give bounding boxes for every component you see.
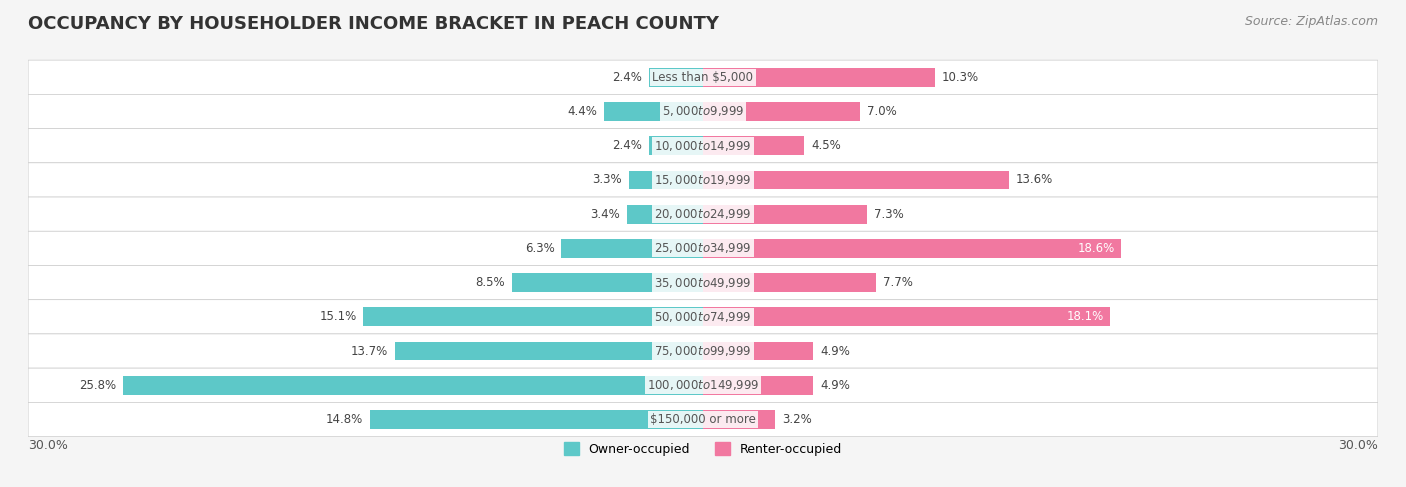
Text: 13.7%: 13.7% — [352, 344, 388, 357]
Bar — [370, 410, 703, 429]
Text: 18.1%: 18.1% — [1066, 310, 1104, 323]
Text: 25.8%: 25.8% — [79, 379, 115, 392]
FancyBboxPatch shape — [28, 368, 1378, 402]
Text: $15,000 to $19,999: $15,000 to $19,999 — [654, 173, 752, 187]
Bar — [628, 170, 703, 189]
Text: $150,000 or more: $150,000 or more — [650, 413, 756, 426]
Bar — [703, 273, 876, 292]
Bar — [703, 68, 935, 87]
Text: 8.5%: 8.5% — [475, 276, 505, 289]
Bar — [703, 307, 1111, 326]
Bar — [703, 376, 813, 394]
FancyBboxPatch shape — [28, 129, 1378, 163]
Text: $20,000 to $24,999: $20,000 to $24,999 — [654, 207, 752, 221]
Text: OCCUPANCY BY HOUSEHOLDER INCOME BRACKET IN PEACH COUNTY: OCCUPANCY BY HOUSEHOLDER INCOME BRACKET … — [28, 15, 718, 33]
Text: 2.4%: 2.4% — [613, 71, 643, 84]
Bar — [363, 307, 703, 326]
Bar — [703, 239, 1122, 258]
Text: 3.4%: 3.4% — [591, 207, 620, 221]
Text: $35,000 to $49,999: $35,000 to $49,999 — [654, 276, 752, 290]
Bar — [650, 68, 703, 87]
Bar — [703, 102, 860, 121]
Text: 2.4%: 2.4% — [613, 139, 643, 152]
FancyBboxPatch shape — [28, 231, 1378, 265]
Text: 18.6%: 18.6% — [1077, 242, 1115, 255]
Bar — [395, 341, 703, 360]
Text: 30.0%: 30.0% — [1339, 439, 1378, 452]
Bar — [703, 410, 775, 429]
Bar — [703, 341, 813, 360]
FancyBboxPatch shape — [28, 94, 1378, 129]
FancyBboxPatch shape — [28, 163, 1378, 197]
Text: Less than $5,000: Less than $5,000 — [652, 71, 754, 84]
FancyBboxPatch shape — [28, 60, 1378, 94]
Text: 4.5%: 4.5% — [811, 139, 841, 152]
Text: $100,000 to $149,999: $100,000 to $149,999 — [647, 378, 759, 392]
Bar — [703, 205, 868, 224]
Text: $75,000 to $99,999: $75,000 to $99,999 — [654, 344, 752, 358]
Text: 10.3%: 10.3% — [942, 71, 979, 84]
Text: 3.2%: 3.2% — [782, 413, 811, 426]
Text: 4.9%: 4.9% — [820, 379, 849, 392]
FancyBboxPatch shape — [28, 197, 1378, 231]
Bar — [561, 239, 703, 258]
Text: $50,000 to $74,999: $50,000 to $74,999 — [654, 310, 752, 324]
Text: 15.1%: 15.1% — [319, 310, 357, 323]
Text: 4.9%: 4.9% — [820, 344, 849, 357]
Text: 4.4%: 4.4% — [568, 105, 598, 118]
Bar — [650, 136, 703, 155]
Bar — [122, 376, 703, 394]
Text: Source: ZipAtlas.com: Source: ZipAtlas.com — [1244, 15, 1378, 28]
Text: $5,000 to $9,999: $5,000 to $9,999 — [662, 105, 744, 118]
FancyBboxPatch shape — [28, 300, 1378, 334]
Text: 7.3%: 7.3% — [875, 207, 904, 221]
Text: 3.3%: 3.3% — [592, 173, 621, 187]
FancyBboxPatch shape — [28, 402, 1378, 436]
Bar — [605, 102, 703, 121]
Bar — [627, 205, 703, 224]
Text: 13.6%: 13.6% — [1015, 173, 1053, 187]
Text: 14.8%: 14.8% — [326, 413, 363, 426]
Bar — [703, 170, 1010, 189]
Text: 6.3%: 6.3% — [524, 242, 554, 255]
Text: 30.0%: 30.0% — [28, 439, 67, 452]
Text: $10,000 to $14,999: $10,000 to $14,999 — [654, 139, 752, 153]
Bar — [512, 273, 703, 292]
FancyBboxPatch shape — [28, 334, 1378, 368]
FancyBboxPatch shape — [28, 265, 1378, 300]
Legend: Owner-occupied, Renter-occupied: Owner-occupied, Renter-occupied — [558, 437, 848, 461]
Text: 7.7%: 7.7% — [883, 276, 912, 289]
Bar — [703, 136, 804, 155]
Text: 7.0%: 7.0% — [868, 105, 897, 118]
Text: $25,000 to $34,999: $25,000 to $34,999 — [654, 242, 752, 255]
